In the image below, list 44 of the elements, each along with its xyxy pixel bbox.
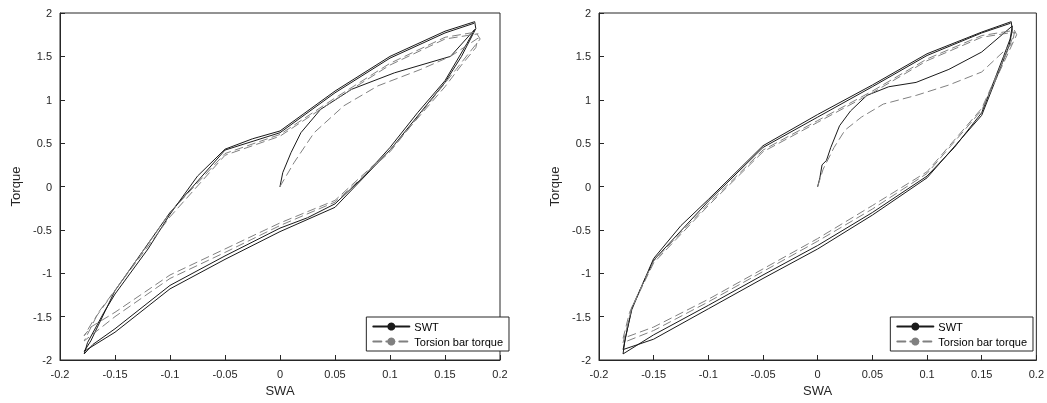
x-tick-label: -0.2: [50, 367, 70, 380]
y-tick-label: -0.5: [572, 223, 591, 236]
y-tick-label: 1: [584, 93, 591, 106]
x-tick-label: -0.15: [102, 367, 128, 380]
y-tick-label: -1.5: [572, 310, 591, 323]
legend-label: SWT: [938, 320, 964, 333]
y-tick-label: -2: [581, 354, 591, 366]
x-tick-label: -0.05: [750, 367, 776, 380]
y-tick-label: 1.5: [36, 50, 52, 63]
legend-label: Torsion bar torque: [938, 335, 1028, 348]
x-tick-label: -0.1: [160, 367, 180, 380]
y-tick-label: 0: [45, 180, 52, 193]
y-tick-label: -1: [42, 267, 52, 280]
x-tick-label: 0.15: [970, 367, 993, 380]
x-axis-title: SWA: [265, 382, 295, 398]
x-tick-label: 0: [814, 367, 821, 380]
x-tick-label: -0.05: [212, 367, 238, 380]
y-axis-title: Torque: [547, 166, 563, 207]
x-tick-label: 0.1: [919, 367, 935, 380]
legend-label: SWT: [414, 320, 440, 333]
y-tick-label: -1.5: [33, 310, 52, 323]
x-axis-title: SWA: [803, 382, 833, 398]
y-tick-label: -1: [581, 267, 591, 280]
y-tick-label: -2: [42, 354, 52, 366]
x-tick-label: 0.15: [434, 367, 456, 380]
x-tick-label: 0.2: [1028, 367, 1044, 380]
x-tick-label: -0.2: [589, 367, 609, 380]
y-tick-label: 1: [45, 93, 52, 106]
x-tick-label: 0.2: [492, 367, 508, 380]
legend-label: Torsion bar torque: [414, 335, 504, 348]
x-tick-label: 0: [276, 367, 284, 380]
y-tick-label: 2: [584, 7, 591, 19]
x-tick-label: -0.1: [698, 367, 718, 380]
x-tick-label: 0.05: [324, 367, 346, 380]
y-tick-label: -0.5: [33, 223, 52, 236]
y-tick-label: 0.5: [36, 137, 52, 150]
y-tick-label: 0.5: [575, 137, 591, 150]
y-tick-label: 0: [584, 180, 591, 193]
x-tick-label: -0.15: [641, 367, 667, 380]
y-tick-label: 2: [45, 7, 52, 19]
y-axis-title: Torque: [8, 166, 24, 207]
x-tick-label: 0.05: [861, 367, 884, 380]
y-tick-label: 1.5: [575, 50, 591, 63]
x-tick-label: 0.1: [382, 367, 398, 380]
